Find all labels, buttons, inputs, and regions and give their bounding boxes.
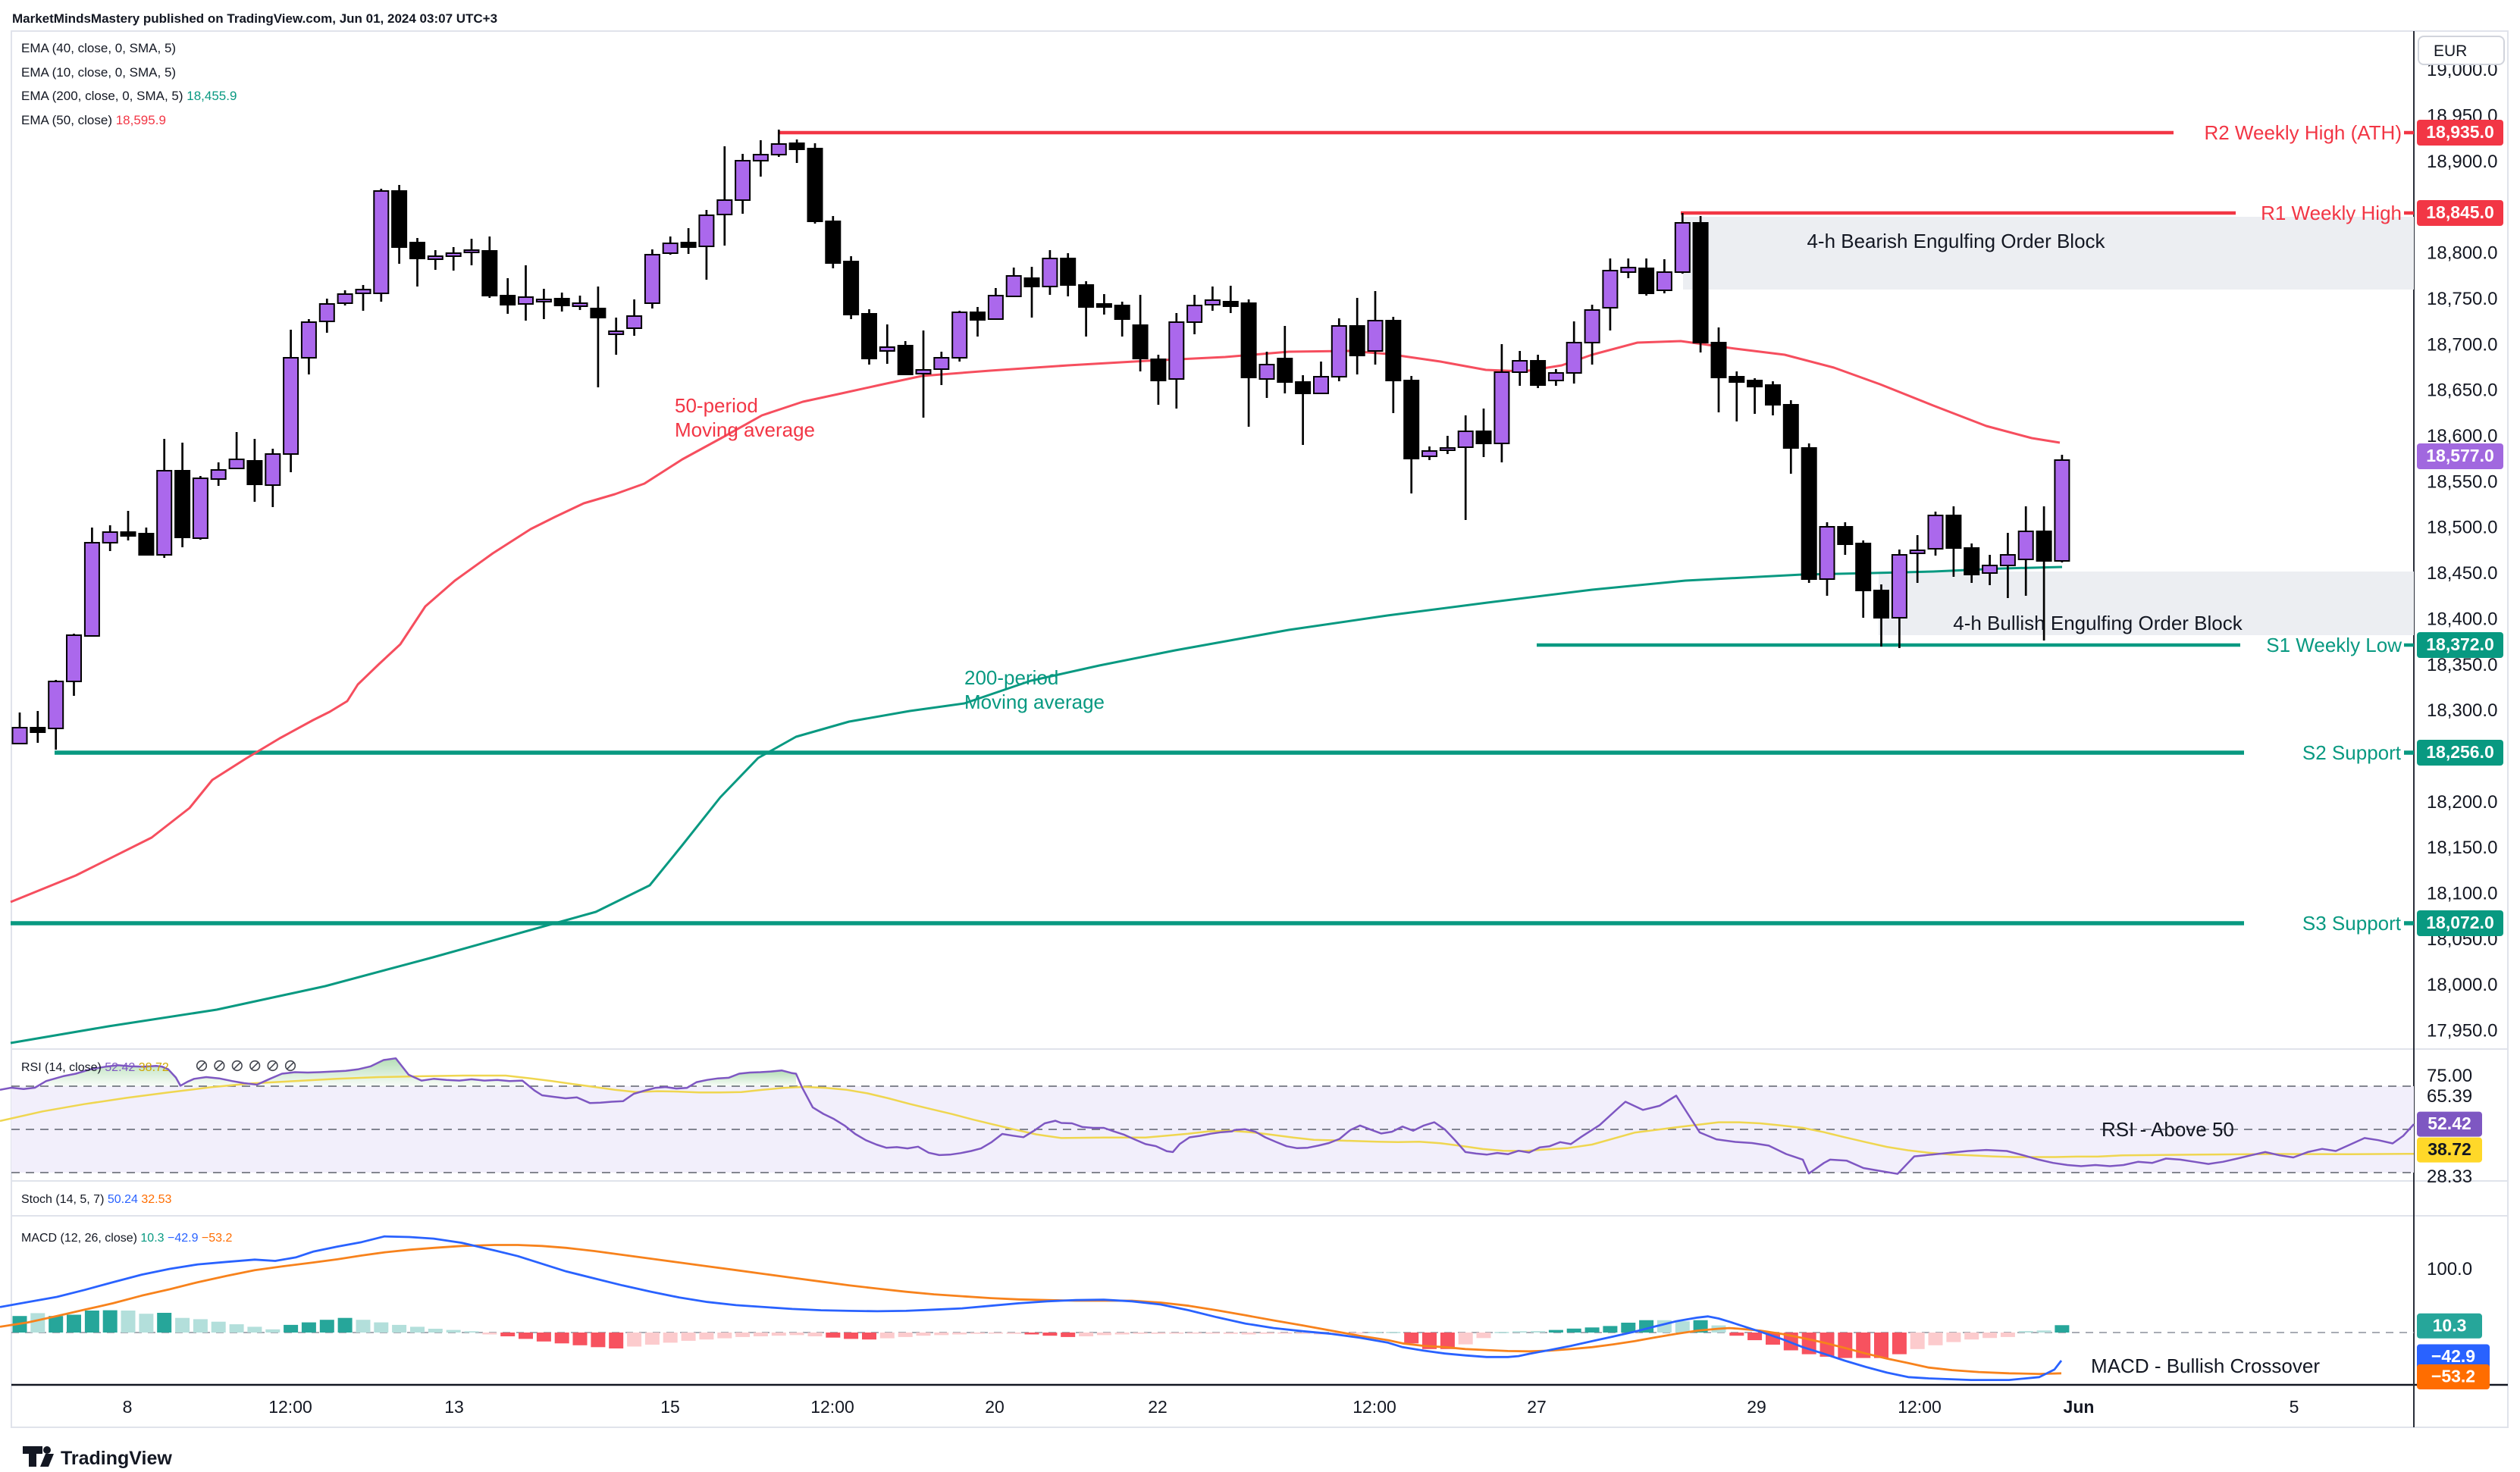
svg-text:MACD - Bullish Crossover: MACD - Bullish Crossover [2091,1355,2320,1377]
svg-text:18,150.0: 18,150.0 [2427,838,2497,858]
svg-text:EUR: EUR [2434,42,2467,60]
svg-text:18,800.0: 18,800.0 [2427,243,2497,264]
svg-text:8: 8 [123,1397,133,1417]
svg-text:28.33: 28.33 [2427,1167,2472,1187]
svg-text:52.42: 52.42 [2428,1113,2471,1133]
svg-text:10.3: 10.3 [2433,1315,2467,1335]
svg-text:12:00: 12:00 [1898,1397,1942,1417]
svg-text:18,600.0: 18,600.0 [2427,426,2497,446]
svg-text:Stoch (14, 5, 7) 50.24 32.53: Stoch (14, 5, 7) 50.24 32.53 [21,1193,171,1206]
svg-text:50-period: 50-period [675,394,758,417]
svg-text:12:00: 12:00 [810,1397,854,1417]
svg-text:18,300.0: 18,300.0 [2427,700,2497,721]
svg-text:12:00: 12:00 [268,1397,312,1417]
svg-text:R1 Weekly High: R1 Weekly High [2261,202,2402,224]
svg-text:12:00: 12:00 [1352,1397,1396,1417]
svg-text:Moving average: Moving average [675,418,815,441]
svg-text:13: 13 [444,1397,464,1417]
svg-text:18,100.0: 18,100.0 [2427,884,2497,904]
svg-text:S1 Weekly Low: S1 Weekly Low [2266,634,2402,656]
svg-text:18,935.0: 18,935.0 [2426,122,2494,142]
svg-text:EMA (200, close, 0, SMA, 5) 1: EMA (200, close, 0, SMA, 5) 18,455.9 [21,89,237,103]
svg-text:29: 29 [1747,1397,1766,1417]
svg-text:EMA (40, close, 0, SMA, 5): EMA (40, close, 0, SMA, 5) [21,41,176,55]
svg-text:RSI - Above 50: RSI - Above 50 [2102,1118,2234,1141]
svg-text:20: 20 [985,1397,1005,1417]
svg-text:15: 15 [660,1397,680,1417]
svg-text:18,400.0: 18,400.0 [2427,609,2497,629]
svg-text:−42.9: −42.9 [2431,1346,2475,1366]
svg-text:75.00: 75.00 [2427,1066,2472,1086]
svg-text:18,200.0: 18,200.0 [2427,792,2497,813]
svg-text:S2 Support: S2 Support [2302,741,2402,764]
svg-text:EMA (10, close, 0, SMA, 5): EMA (10, close, 0, SMA, 5) [21,65,176,80]
svg-text:18,650.0: 18,650.0 [2427,381,2497,401]
svg-text:EMA (50, close) 18,595.9: EMA (50, close) 18,595.9 [21,113,166,127]
svg-text:−53.2: −53.2 [2431,1367,2475,1386]
svg-text:5: 5 [2290,1397,2299,1417]
svg-text:22: 22 [1148,1397,1168,1417]
svg-text:MACD (12, 26, close) 10.3 −42.: MACD (12, 26, close) 10.3 −42.9 −53.2 [21,1232,233,1245]
svg-text:18,700.0: 18,700.0 [2427,334,2497,355]
svg-text:TradingView: TradingView [61,1448,172,1468]
svg-text:18,550.0: 18,550.0 [2427,471,2497,492]
svg-text:MarketMindsMastery published o: MarketMindsMastery published on TradingV… [12,11,497,26]
svg-text:Moving average: Moving average [964,691,1105,713]
svg-text:200-period: 200-period [964,666,1058,689]
svg-text:4-h Bullish Engulfing Order Bl: 4-h Bullish Engulfing Order Block [1953,612,2243,634]
svg-text:18,000.0: 18,000.0 [2427,975,2497,995]
svg-text:38.72: 38.72 [2428,1139,2471,1159]
svg-text:18,350.0: 18,350.0 [2427,655,2497,675]
svg-text:Jun: Jun [2064,1397,2095,1417]
svg-text:18,256.0: 18,256.0 [2426,742,2494,762]
svg-text:18,450.0: 18,450.0 [2427,563,2497,584]
svg-text:R2 Weekly High (ATH): R2 Weekly High (ATH) [2204,121,2402,144]
svg-text:18,072.0: 18,072.0 [2426,913,2494,932]
svg-text:27: 27 [1527,1397,1547,1417]
svg-text:18,372.0: 18,372.0 [2426,634,2494,654]
svg-text:17,950.0: 17,950.0 [2427,1021,2497,1041]
svg-text:65.39: 65.39 [2427,1086,2472,1107]
svg-text:100.0: 100.0 [2427,1259,2472,1279]
svg-text:18,900.0: 18,900.0 [2427,152,2497,172]
svg-text:S3 Support: S3 Support [2302,912,2402,935]
svg-text:18,577.0: 18,577.0 [2426,446,2494,465]
svg-text:18,500.0: 18,500.0 [2427,518,2497,538]
svg-text:4-h Bearish Engulfing Order Bl: 4-h Bearish Engulfing Order Block [1807,230,2105,252]
svg-text:18,750.0: 18,750.0 [2427,289,2497,309]
svg-text:18,845.0: 18,845.0 [2426,202,2494,222]
svg-text:RSI (14, close) 52.42 38.72: RSI (14, close) 52.42 38.72 [21,1061,169,1074]
